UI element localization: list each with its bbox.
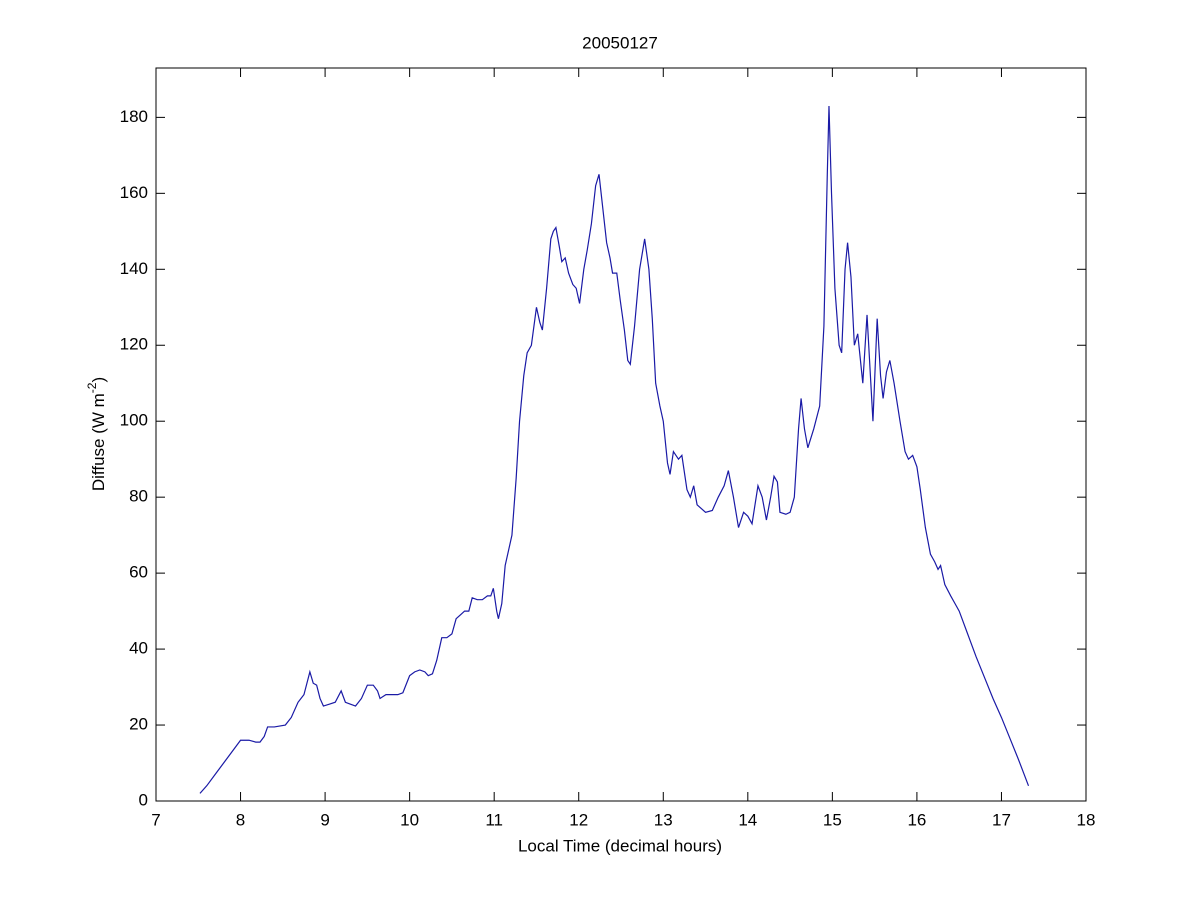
x-tick-label: 17 (992, 810, 1011, 829)
y-axis-label-end: ) (89, 377, 108, 383)
y-tick-label: 180 (120, 107, 148, 126)
y-tick-label: 40 (129, 639, 148, 658)
plot-area (155, 67, 1087, 802)
x-tick-label: 18 (1077, 810, 1096, 829)
y-tick-label: 120 (120, 335, 148, 354)
x-tick-label: 13 (654, 810, 673, 829)
y-axis-label-exponent: -2 (85, 382, 99, 393)
y-tick-label: 60 (129, 563, 148, 582)
y-tick-label: 80 (129, 487, 148, 506)
y-tick-label: 20 (129, 715, 148, 734)
x-tick-label: 8 (236, 810, 245, 829)
x-tick-label: 16 (907, 810, 926, 829)
x-tick-label: 15 (823, 810, 842, 829)
y-axis-label: Diffuse (W m-2) (85, 377, 108, 491)
chart-title: 20050127 (582, 33, 658, 52)
x-tick-label: 7 (151, 810, 160, 829)
x-axis-label: Local Time (decimal hours) (518, 836, 722, 855)
y-tick-label: 160 (120, 183, 148, 202)
x-tick-label: 12 (569, 810, 588, 829)
x-tick-label: 10 (400, 810, 419, 829)
x-tick-label: 11 (485, 810, 503, 829)
x-tick-label: 14 (738, 810, 757, 829)
y-tick-label: 140 (120, 259, 148, 278)
y-axis-label-text: Diffuse (W m (89, 393, 108, 491)
data-line (199, 105, 1030, 794)
y-tick-label: 0 (139, 790, 148, 809)
x-tick-label: 9 (320, 810, 329, 829)
y-tick-label: 100 (120, 411, 148, 430)
